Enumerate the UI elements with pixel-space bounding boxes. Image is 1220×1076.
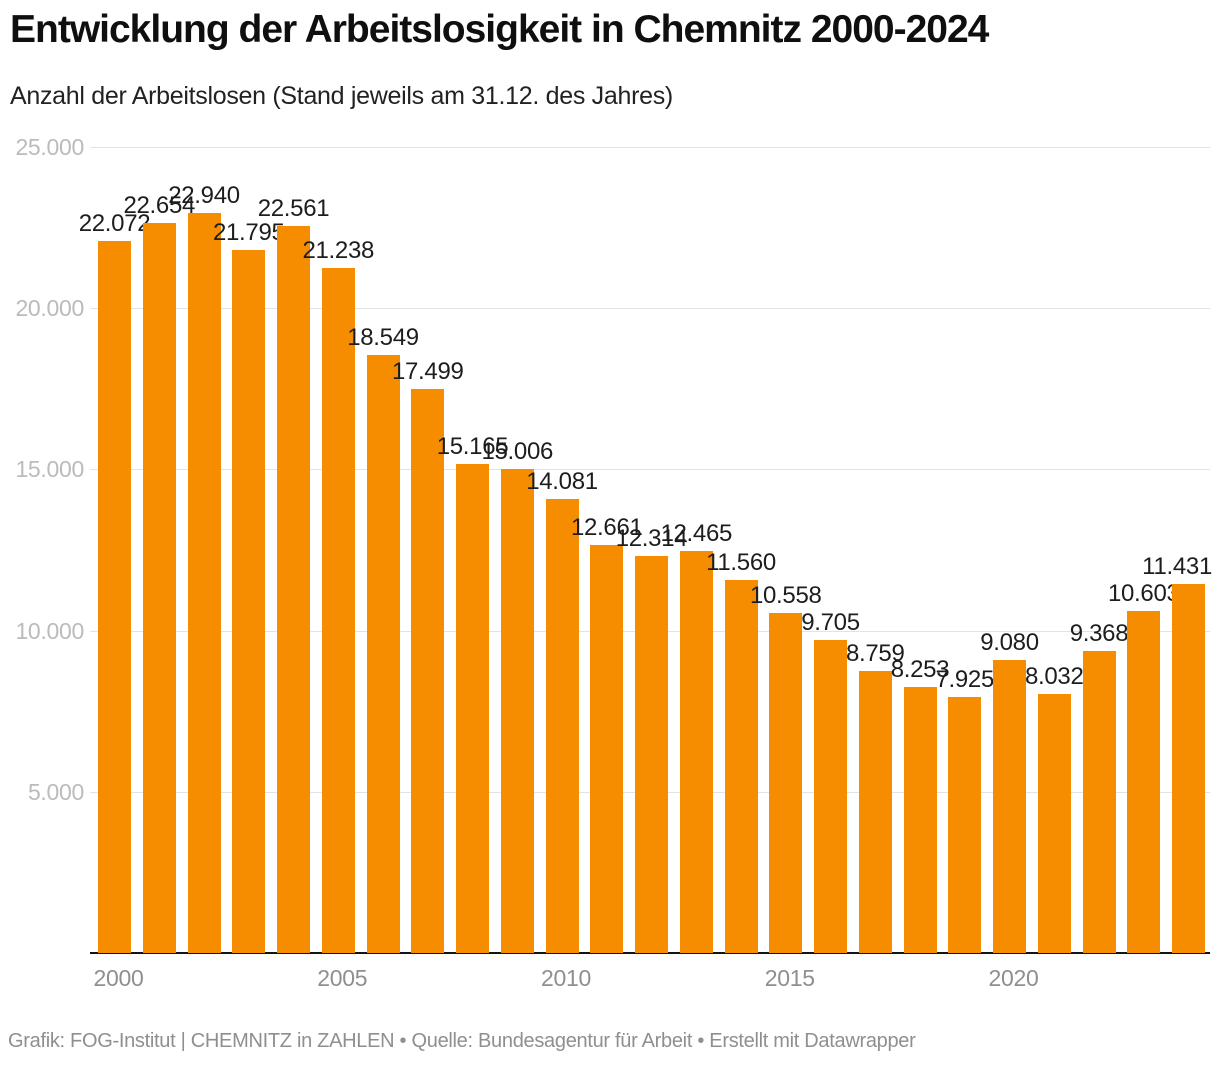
bar-value-label: 12.661 [570, 513, 643, 541]
chart-bar [903, 686, 937, 953]
bar-chart-plot-area: 5.000 10.000 15.000 20.000 25.000 22.072 22.65… [15, 134, 1212, 991]
chart-bar [858, 670, 892, 953]
chart-bar [545, 499, 579, 953]
chart-bar [993, 660, 1026, 953]
bar-value-label: 9.080 [980, 629, 1039, 657]
x-axis-line [90, 952, 1210, 954]
chart-bar [1127, 611, 1161, 953]
chart-bar [1082, 650, 1116, 953]
chart-subtitle: Anzahl der Arbeitslosen (Stand jeweils a… [10, 82, 673, 110]
chart-bar [679, 551, 713, 953]
bar-value-label: 9.705 [801, 609, 860, 637]
y-gridline [90, 147, 1210, 148]
bar-value-label: 8.759 [845, 639, 905, 667]
bar-value-label: 22.561 [257, 194, 330, 222]
bar-value-label: 10.558 [749, 581, 822, 609]
bar-value-label: 17.499 [391, 357, 464, 385]
x-axis-tick-label: 2020 [988, 965, 1039, 991]
chart-bar [724, 580, 758, 953]
bar-value-label: 8.032 [1024, 663, 1084, 691]
chart-bar [948, 697, 982, 953]
chart-bar [590, 544, 624, 953]
bar-value-label: 11.431 [1142, 553, 1212, 581]
chart-bar [142, 222, 176, 953]
chart-bar [635, 555, 668, 953]
chart-bar [366, 354, 400, 953]
chart-bar [187, 213, 221, 953]
chart-bar [1172, 584, 1205, 953]
x-axis-tick-label: 2010 [541, 965, 591, 991]
bar-value-label: 18.549 [347, 323, 419, 351]
chart-title: Entwicklung der Arbeitslosigkeit in Chem… [10, 8, 989, 51]
x-axis-tick-label: 2005 [317, 965, 368, 991]
bar-value-label: 9.368 [1069, 619, 1129, 647]
chart-bar [321, 268, 355, 953]
bar-value-label: 12.314 [615, 524, 688, 552]
bar-value-label: 11.560 [706, 549, 776, 577]
bar-value-label: 15.165 [436, 433, 509, 461]
chart-bar [98, 241, 131, 953]
chart-bar [1037, 694, 1071, 953]
chart-footer-byline: Grafik: FOG-Institut | CHEMNITZ in ZAHLE… [8, 1030, 916, 1052]
bar-value-label: 10.603 [1107, 580, 1180, 608]
chart-bar [500, 469, 534, 953]
x-axis-tick-label: 2015 [764, 965, 815, 991]
chart-bar [411, 388, 445, 953]
y-axis-tick-label: 20.000 [15, 295, 84, 322]
bar-value-label: 22.072 [78, 210, 151, 238]
y-axis-tick-label: 15.000 [15, 456, 84, 483]
chart-bar [277, 225, 310, 953]
chart-bar [456, 464, 489, 953]
y-gridline [90, 469, 1210, 471]
bar-value-label: 22.654 [123, 191, 196, 219]
x-axis-tick-label: 2000 [93, 965, 144, 991]
bar-value-label: 21.238 [302, 237, 375, 265]
chart-bar [814, 640, 847, 953]
y-gridline [90, 308, 1210, 310]
bar-value-label: 15.006 [481, 438, 554, 466]
bar-value-label: 22.940 [168, 182, 240, 210]
y-axis-tick-label: 25.000 [15, 134, 84, 160]
chart-bar [769, 612, 803, 953]
bar-value-label: 8.253 [890, 655, 950, 683]
chart-bar [232, 250, 266, 953]
y-axis-tick-label: 10.000 [15, 617, 84, 644]
bar-value-label: 7.925 [935, 666, 995, 694]
bar-value-label: 21.795 [212, 219, 285, 247]
bar-value-label: 14.081 [526, 468, 598, 496]
y-axis-tick-label: 5.000 [27, 778, 84, 805]
bar-value-label: 12.465 [660, 520, 733, 548]
